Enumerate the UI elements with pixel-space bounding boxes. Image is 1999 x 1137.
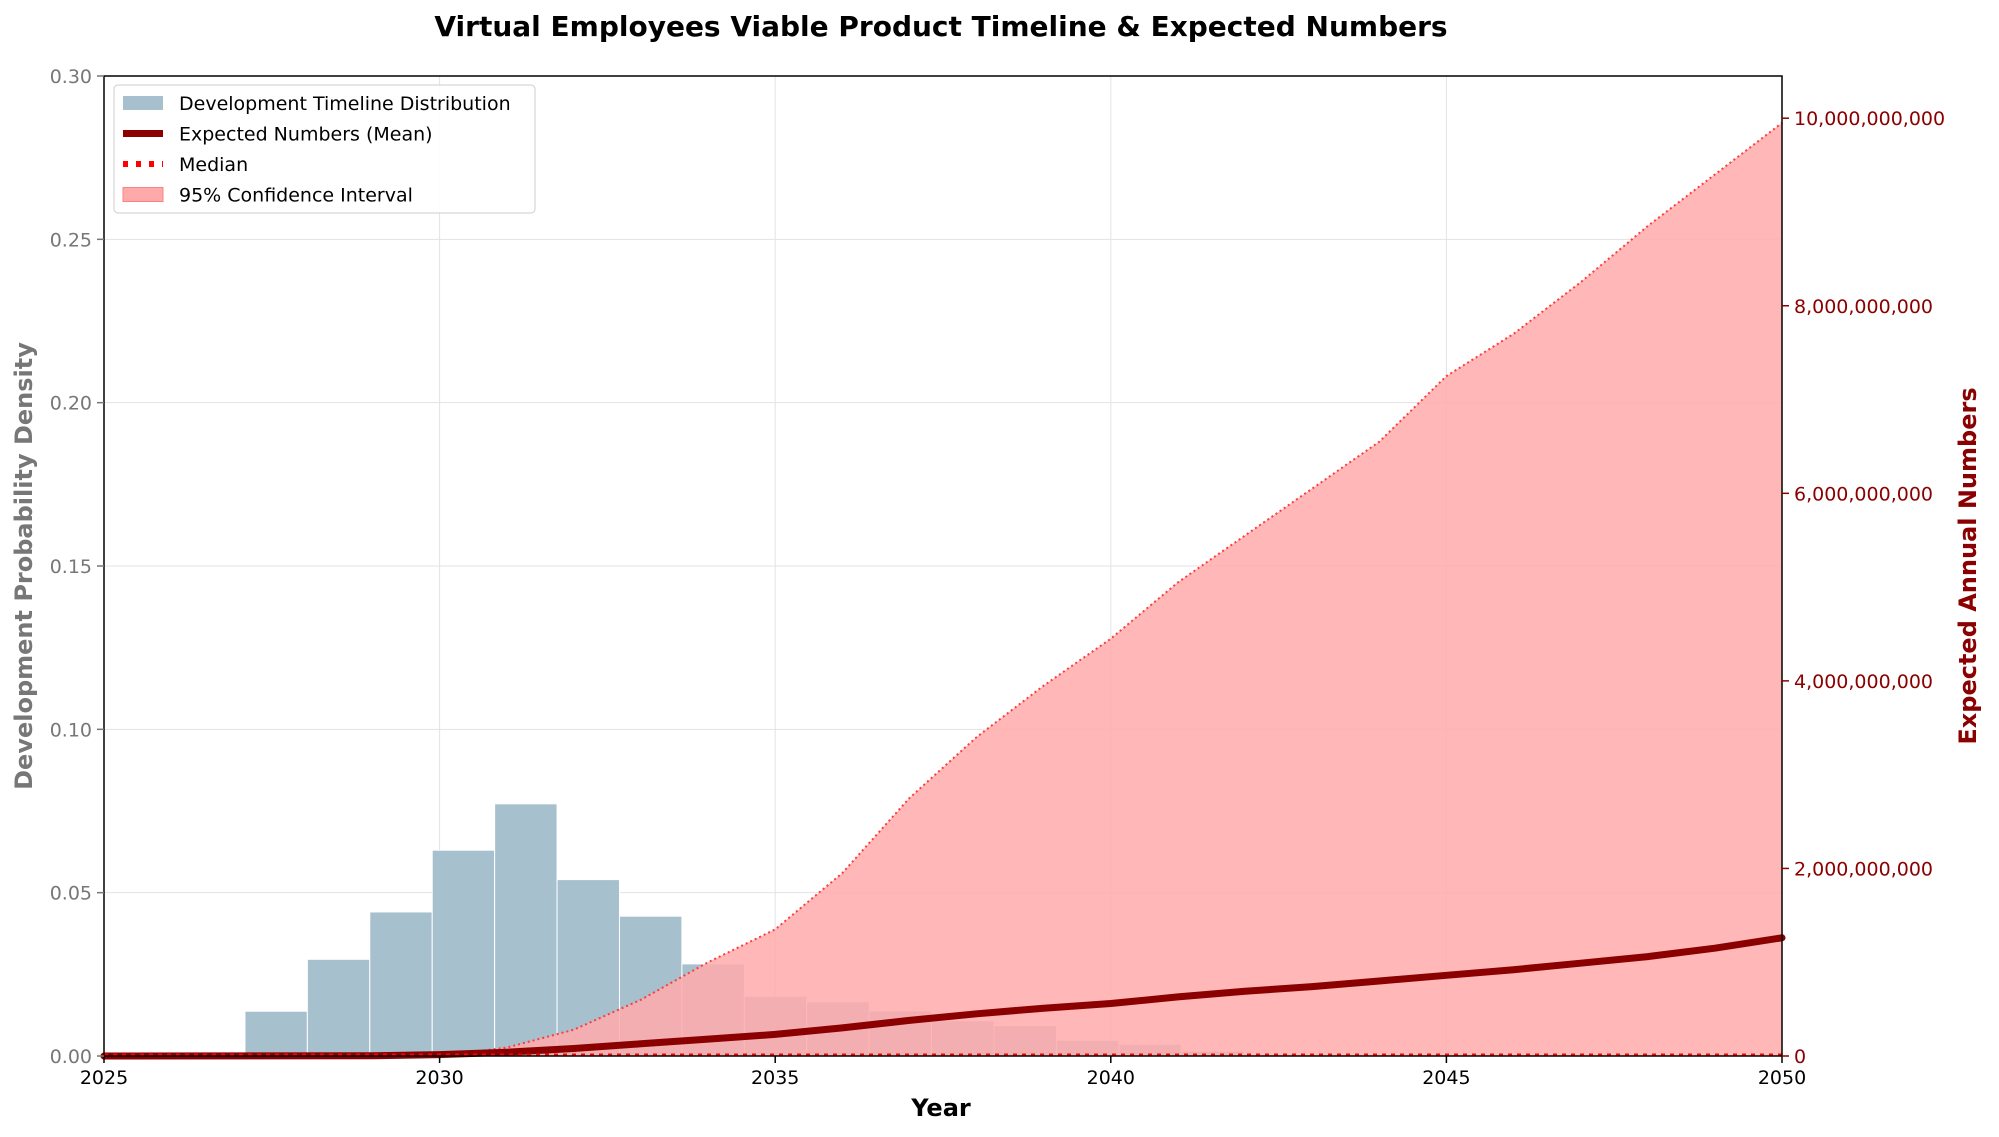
legend-label: Median xyxy=(179,154,248,176)
y-right-tick-label: 10,000,000,000 xyxy=(1794,108,1945,130)
y-axis-left-label: Development Probability Density xyxy=(10,342,38,790)
y-left-tick-label: 0.00 xyxy=(50,1046,92,1068)
y-right-tick-label: 8,000,000,000 xyxy=(1794,296,1933,318)
y-left-tick-label: 0.15 xyxy=(50,556,92,578)
legend: Development Timeline Distribution Expecte… xyxy=(113,84,536,214)
legend-swatch xyxy=(122,187,164,202)
y-right-tick-label: 0 xyxy=(1794,1046,1806,1068)
y-axis-right-label: Expected Annual Numbers xyxy=(1954,387,1982,744)
y-right-tick-label: 4,000,000,000 xyxy=(1794,671,1933,693)
legend-label: Expected Numbers (Mean) xyxy=(179,124,433,146)
x-tick-label: 2040 xyxy=(1087,1067,1135,1089)
y-right-tick-label: 2,000,000,000 xyxy=(1794,858,1933,880)
x-tick-label: 2030 xyxy=(415,1067,463,1089)
x-tick-label: 2035 xyxy=(751,1067,799,1089)
y-left-tick-label: 0.30 xyxy=(50,66,92,88)
legend-label: Development Timeline Distribution xyxy=(179,93,511,115)
confidence-band xyxy=(104,122,1783,1057)
y-left-tick-label: 0.10 xyxy=(50,719,92,741)
x-tick-label: 2045 xyxy=(1422,1067,1470,1089)
legend-swatch xyxy=(123,96,163,110)
series-lines xyxy=(100,934,1786,1060)
legend-box xyxy=(113,84,536,214)
y-right-tick-label: 6,000,000,000 xyxy=(1794,483,1933,505)
histogram-bar xyxy=(369,911,433,1057)
x-tick-label: 2025 xyxy=(80,1067,128,1089)
legend-label: 95% Confidence Interval xyxy=(179,185,413,207)
y-left-tick-label: 0.05 xyxy=(50,883,92,905)
y-left-tick-label: 0.20 xyxy=(50,393,92,415)
x-tick-label: 2050 xyxy=(1758,1067,1806,1089)
y-left-tick-label: 0.25 xyxy=(50,229,92,251)
chart-title: Virtual Employees Viable Product Timelin… xyxy=(434,10,1447,43)
histogram-bar xyxy=(244,1010,308,1057)
confidence-band-upper-edge xyxy=(104,122,1783,1057)
tick-labels: 2025 2030 2035 2040 2045 2050 0.00 0.05 0.10 0.15… xyxy=(50,66,1945,1089)
histogram-bar xyxy=(494,803,558,1057)
confidence-band-area xyxy=(104,122,1782,1056)
histogram-bar xyxy=(431,849,496,1057)
histogram-bar xyxy=(306,958,371,1057)
x-axis-label: Year xyxy=(910,1094,971,1122)
mean-line xyxy=(100,934,1786,1060)
